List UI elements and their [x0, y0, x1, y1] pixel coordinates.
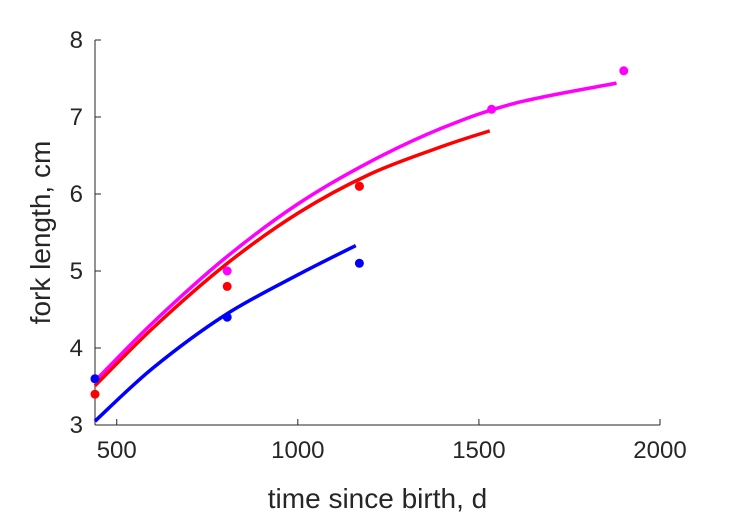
- series-0-point: [487, 104, 497, 114]
- series-2-point: [90, 374, 100, 384]
- series-2-point: [354, 258, 364, 268]
- series-0-point: [619, 66, 629, 76]
- y-axis-label: fork length, cm: [25, 141, 56, 325]
- y-tick-label: 5: [70, 258, 83, 285]
- x-tick-label: 500: [97, 437, 137, 464]
- y-tick-label: 7: [70, 104, 83, 131]
- data-points: [90, 66, 629, 399]
- series-1-point: [90, 389, 100, 399]
- series-1-point: [354, 181, 364, 191]
- axes: 500 1000 1500 2000 3 4 5 6 7 8: [70, 27, 687, 464]
- x-tick-label: 1500: [452, 437, 505, 464]
- series-1-curve: [93, 129, 491, 387]
- series-2-point: [222, 312, 232, 322]
- series-1-point: [222, 281, 232, 291]
- series-0-point: [222, 266, 232, 276]
- y-tick-label: 3: [70, 412, 83, 439]
- fitted-curves: [93, 81, 617, 423]
- y-tick-label: 4: [70, 335, 83, 362]
- y-tick-label: 8: [70, 27, 83, 54]
- series-0-curve: [93, 81, 617, 383]
- y-tick-label: 6: [70, 181, 83, 208]
- axis-labels: time since birth, d fork length, cm: [25, 141, 487, 514]
- x-axis-label: time since birth, d: [268, 483, 487, 514]
- x-tick-label: 2000: [633, 437, 686, 464]
- x-tick-label: 1000: [271, 437, 324, 464]
